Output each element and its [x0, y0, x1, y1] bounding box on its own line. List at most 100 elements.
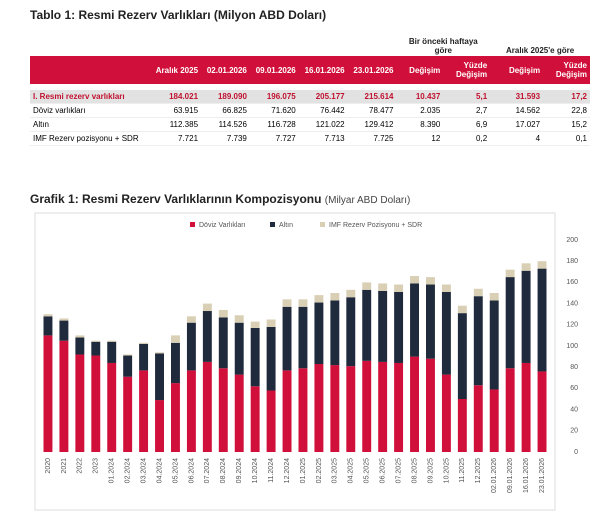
- bar-segment: [186, 316, 196, 323]
- bar-segment: [75, 337, 85, 355]
- table-row: Altın 112.385 114.526 116.728 121.022 129.412…: [30, 117, 590, 132]
- x-tick-label: 2021: [61, 458, 68, 474]
- legend-swatch: [320, 222, 325, 227]
- column-header: 09.01.2026: [249, 56, 299, 84]
- bar-segment: [139, 370, 149, 452]
- bar-segment: [123, 355, 133, 377]
- bar-segment: [218, 317, 228, 369]
- x-tick-label: 11.2025: [459, 458, 466, 483]
- bar-segment: [441, 374, 451, 452]
- y-tick-label: 40: [570, 406, 578, 413]
- x-tick-label: 01.2025: [300, 458, 307, 483]
- header-row: Aralık 2025 02.01.2026 09.01.2026 16.01.202…: [30, 56, 590, 84]
- group-row: Bir önceki haftaya göre Aralık 2025'e gör…: [30, 30, 590, 56]
- cell: 215.614: [347, 90, 397, 104]
- x-tick-label: 02.2024: [125, 458, 132, 483]
- bar-segment: [362, 282, 372, 290]
- bar-segment: [75, 335, 85, 338]
- bar-segment: [410, 356, 419, 452]
- bar-segment: [489, 389, 499, 452]
- bar-segment: [473, 288, 483, 297]
- cell: 7.725: [347, 131, 397, 146]
- x-tick-label: 09.2024: [236, 458, 243, 483]
- bar-segment: [521, 263, 531, 271]
- x-tick-label: 02.01.2026: [491, 458, 498, 493]
- bar-segment: [394, 362, 404, 452]
- table-title: Tablo 1: Resmi Rezerv Varlıkları (Milyon…: [30, 8, 327, 22]
- bar-segment: [441, 291, 451, 375]
- y-tick-label: 100: [566, 343, 578, 350]
- bar-segment: [362, 289, 372, 361]
- bar-segment: [346, 289, 356, 298]
- y-tick-label: 200: [566, 237, 578, 244]
- bar-segment: [43, 314, 53, 317]
- bar-segment: [473, 296, 483, 386]
- bar-segment: [123, 354, 133, 356]
- bar-segment: [410, 283, 419, 357]
- column-header: Değişim: [396, 56, 444, 84]
- cell: 196.075: [249, 90, 299, 104]
- bar-segment: [378, 283, 388, 291]
- group-header: Aralık 2025'e göre: [505, 46, 575, 55]
- cell: 7.713: [298, 131, 348, 146]
- row-label: Altın: [30, 117, 153, 132]
- cell: 2.035: [396, 103, 444, 118]
- bar-segment: [59, 340, 69, 452]
- bar-segment: [282, 370, 292, 452]
- bar-segment: [155, 352, 164, 354]
- bar-segment: [171, 335, 180, 343]
- bar-segment: [410, 276, 419, 284]
- cell: 116.728: [249, 117, 299, 132]
- bar-segment: [107, 341, 117, 363]
- cell: 189.090: [201, 90, 250, 104]
- x-tick-label: 2023: [93, 458, 100, 474]
- bar-segment: [155, 353, 164, 401]
- bar-segment: [362, 360, 372, 452]
- bar-segment: [473, 385, 483, 452]
- bar-segment: [314, 364, 324, 452]
- x-tick-label: 05.2024: [172, 458, 179, 483]
- chart-title-main: Grafik 1: Resmi Rezerv Varlıklarının Kom…: [30, 192, 321, 206]
- bar-segment: [107, 362, 117, 452]
- bar-segment: [330, 365, 340, 452]
- row-label: I. Resmi rezerv varlıkları: [30, 90, 153, 104]
- legend-label: Döviz Varlıkları: [199, 222, 246, 229]
- cell: 63.915: [152, 103, 202, 118]
- chart-subtitle: (Milyar ABD Doları): [325, 195, 411, 206]
- cell: 121.022: [298, 117, 348, 132]
- spacer: [30, 56, 153, 84]
- cell: 6,9: [443, 117, 491, 132]
- legend-label: IMF Rezerv Pozisyonu + SDR: [329, 222, 422, 229]
- bar-segment: [234, 315, 244, 323]
- bar-segment: [202, 311, 212, 362]
- bar-segment: [186, 370, 196, 452]
- x-tick-label: 09.2025: [427, 458, 434, 483]
- bar-segment: [266, 390, 276, 452]
- bar-segment: [43, 316, 53, 336]
- x-tick-label: 23.01.2026: [539, 458, 546, 493]
- table-row: IMF Rezerv pozisyonu + SDR 7.721 7.739 7.72…: [30, 131, 590, 146]
- chart-title: Grafik 1: Resmi Rezerv Varlıklarının Kom…: [30, 192, 410, 206]
- bar-segment: [505, 368, 515, 452]
- x-tick-label: 10.2025: [443, 458, 450, 483]
- x-tick-label: 02.2025: [316, 458, 323, 483]
- x-tick-label: 08.2024: [220, 458, 227, 483]
- x-tick-label: 2022: [77, 458, 84, 474]
- bar-segment: [202, 303, 212, 312]
- bar-segment: [378, 290, 388, 362]
- bar-segment: [378, 361, 388, 452]
- bar-segment: [489, 300, 499, 390]
- bar-segment: [59, 320, 69, 341]
- x-tick-label: 07.2024: [204, 458, 211, 483]
- bar-segment: [537, 261, 547, 269]
- x-tick-label: 04.2024: [156, 458, 163, 483]
- cell: 8.390: [396, 117, 444, 132]
- column-header: 02.01.2026: [201, 56, 250, 84]
- x-tick-label: 07.2025: [395, 458, 402, 483]
- cell: 22,8: [543, 103, 590, 118]
- legend-swatch: [270, 222, 275, 227]
- bar-segment: [298, 306, 308, 369]
- bar-segment: [43, 335, 53, 452]
- y-tick-label: 120: [566, 322, 578, 329]
